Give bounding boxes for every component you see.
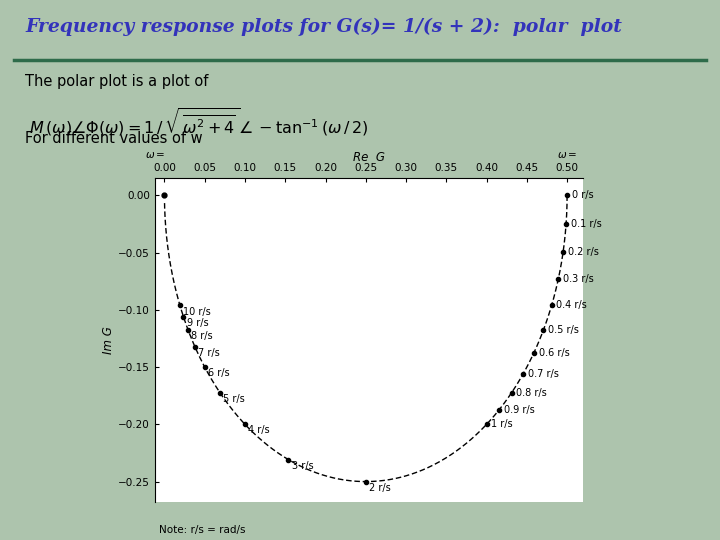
Text: 10 r/s: 10 r/s <box>183 307 211 316</box>
Text: 1 r/s: 1 r/s <box>491 420 513 429</box>
Text: 9 r/s: 9 r/s <box>186 318 208 328</box>
Text: The polar plot is a plot of: The polar plot is a plot of <box>25 74 209 89</box>
Text: 0.6 r/s: 0.6 r/s <box>539 348 570 358</box>
Text: 0.8 r/s: 0.8 r/s <box>516 388 547 398</box>
Text: Frequency response plots for G(s)= 1/(s + 2):  polar  plot: Frequency response plots for G(s)= 1/(s … <box>25 18 622 36</box>
Text: 0.3 r/s: 0.3 r/s <box>563 274 594 285</box>
Text: 0.9 r/s: 0.9 r/s <box>504 404 535 415</box>
Text: 2 r/s: 2 r/s <box>369 483 391 492</box>
Text: 0.2 r/s: 0.2 r/s <box>568 247 599 257</box>
Text: 0.4 r/s: 0.4 r/s <box>557 300 588 310</box>
Text: Note: r/s = rad/s: Note: r/s = rad/s <box>159 525 246 535</box>
Text: $M\,(\omega)\angle\Phi(\omega) = 1\,/\,\sqrt{\,\overline{\omega^2+4}\,}\angle\,-: $M\,(\omega)\angle\Phi(\omega) = 1\,/\,\… <box>29 106 368 138</box>
X-axis label: Re  G: Re G <box>353 151 385 164</box>
Text: $\omega=$: $\omega=$ <box>557 150 577 160</box>
Text: 5 r/s: 5 r/s <box>223 394 245 404</box>
Text: $\omega=$: $\omega=$ <box>145 150 165 160</box>
Text: 0.5 r/s: 0.5 r/s <box>548 325 579 335</box>
Text: 3 r/s: 3 r/s <box>292 461 313 471</box>
Text: 7 r/s: 7 r/s <box>198 348 220 357</box>
Text: 0.7 r/s: 0.7 r/s <box>528 369 559 379</box>
Text: 0.1 r/s: 0.1 r/s <box>571 219 602 229</box>
Text: 8 r/s: 8 r/s <box>192 331 213 341</box>
Text: 4 r/s: 4 r/s <box>248 426 270 435</box>
Text: 0 r/s: 0 r/s <box>572 191 593 200</box>
Text: For different values of w: For different values of w <box>25 131 203 146</box>
Y-axis label: Im G: Im G <box>102 326 115 354</box>
Text: 6 r/s: 6 r/s <box>208 368 230 378</box>
